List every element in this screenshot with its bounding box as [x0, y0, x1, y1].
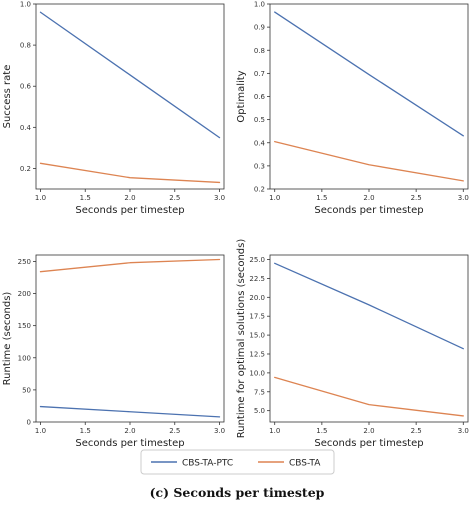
chart-panels: 1.0 1.5 2.0 2.5 3.0 0.2 0.4 0.6 0.8 1.0 Seconds pe…	[2, 1, 469, 450]
legend-label-cbs-ta: CBS-TA	[289, 459, 321, 469]
legend-box	[140, 449, 335, 475]
axes-frame	[269, 3, 469, 190]
y-tick-label: 0.6	[254, 93, 266, 101]
y-tick-label: 10.0	[249, 369, 265, 377]
y-tick-label: 50	[22, 386, 31, 394]
y-tick-label: 0.8	[254, 47, 265, 55]
x-tick-label: 3.0	[214, 427, 225, 435]
x-axis-label: Seconds per timestep	[75, 438, 184, 449]
y-tick-label: 1.0	[20, 1, 31, 9]
legend-label-cbs-ta-ptc: CBS-TA-PTC	[182, 459, 233, 469]
x-tick-label: 1.0	[269, 194, 280, 202]
y-tick-label: 0.9	[254, 24, 265, 32]
y-tick-label: 0.2	[20, 165, 31, 173]
legend: CBS-TA-PTC CBS-TA	[140, 449, 335, 475]
x-tick-label: 2.0	[124, 194, 135, 202]
y-axis-label: Runtime (seconds)	[2, 292, 13, 386]
y-tick-label: 0.4	[20, 124, 32, 132]
y-tick-label: 25.0	[249, 256, 265, 264]
series-line-cbs-ta-ptc	[39, 405, 221, 418]
series-line-cbs-ta-ptc	[274, 262, 464, 350]
y-tick-label: 0.7	[254, 70, 265, 78]
x-tick-label: 1.5	[316, 194, 327, 202]
y-tick-label: 12.5	[249, 350, 265, 358]
y-tick-label: 0.4	[254, 139, 266, 147]
y-tick-label: 250	[18, 258, 31, 266]
y-tick-label: 5.0	[254, 407, 265, 415]
y-tick-label: 22.5	[249, 275, 265, 283]
x-tick-label: 1.0	[35, 427, 46, 435]
x-tick-label: 1.5	[80, 427, 91, 435]
series-line-cbs-ta	[39, 258, 221, 273]
y-tick-label: 100	[18, 354, 31, 362]
chart-panel-4: 1.0 1.5 2.0 2.5 3.0 5.0 7.5 10.0 12.5 15.0 17.5 20.…	[236, 239, 469, 449]
y-tick-label: 0	[27, 419, 31, 427]
x-tick-label: 1.0	[35, 194, 46, 202]
figure-caption: (c) Seconds per timestep	[150, 485, 325, 500]
x-tick-label: 2.5	[169, 194, 180, 202]
x-axis-label: Seconds per timestep	[314, 205, 423, 216]
y-tick-label: 0.6	[20, 83, 32, 91]
x-tick-label: 2.0	[363, 427, 374, 435]
y-axis-label: Optimality	[236, 70, 247, 122]
x-tick-label: 2.5	[411, 427, 422, 435]
y-tick-label: 0.2	[254, 186, 265, 194]
y-tick-label: 20.0	[249, 294, 265, 302]
series-line-cbs-ta	[274, 376, 464, 417]
x-tick-label: 1.0	[269, 427, 280, 435]
axes-frame	[35, 3, 225, 190]
series-line-cbs-ta	[274, 140, 464, 182]
y-tick-label: 7.5	[254, 388, 265, 396]
chart-panel-1: 1.0 1.5 2.0 2.5 3.0 0.2 0.4 0.6 0.8 1.0 Seconds pe…	[2, 1, 225, 217]
chart-panel-3: 1.0 1.5 2.0 2.5 3.0 0 50 100 150 200 250 Seconds pe…	[2, 254, 225, 449]
y-tick-label: 0.8	[20, 42, 31, 50]
y-tick-label: 0.5	[254, 116, 265, 124]
y-axis-label: Success rate	[2, 65, 13, 129]
x-tick-label: 2.5	[411, 194, 422, 202]
y-tick-label: 15.0	[249, 332, 265, 340]
series-line-cbs-ta-ptc	[274, 11, 464, 137]
y-tick-label: 1.0	[254, 1, 265, 9]
chart-panel-2: 1.0 1.5 2.0 2.5 3.0 0.2 0.3 0.4 0.5 0.6 0.7 0.8 0.9 1…	[236, 1, 469, 217]
x-tick-label: 2.0	[363, 194, 374, 202]
x-tick-label: 3.0	[458, 427, 469, 435]
y-axis-label: Runtime for optimal solutions (seconds)	[236, 239, 247, 439]
axes-frame	[35, 254, 225, 423]
x-tick-label: 3.0	[214, 194, 225, 202]
series-line-cbs-ta	[39, 162, 221, 184]
x-tick-label: 1.5	[80, 194, 91, 202]
axes-frame	[269, 254, 469, 423]
x-tick-label: 2.5	[169, 427, 180, 435]
x-tick-label: 3.0	[458, 194, 469, 202]
x-axis-label: Seconds per timestep	[314, 438, 423, 449]
y-tick-label: 200	[18, 290, 31, 298]
series-line-cbs-ta-ptc	[39, 11, 221, 139]
y-tick-label: 0.3	[254, 162, 265, 170]
x-axis-label: Seconds per timestep	[75, 205, 184, 216]
y-tick-label: 150	[18, 322, 31, 330]
x-tick-label: 1.5	[316, 427, 327, 435]
y-tick-label: 17.5	[249, 313, 265, 321]
x-tick-label: 2.0	[124, 427, 135, 435]
